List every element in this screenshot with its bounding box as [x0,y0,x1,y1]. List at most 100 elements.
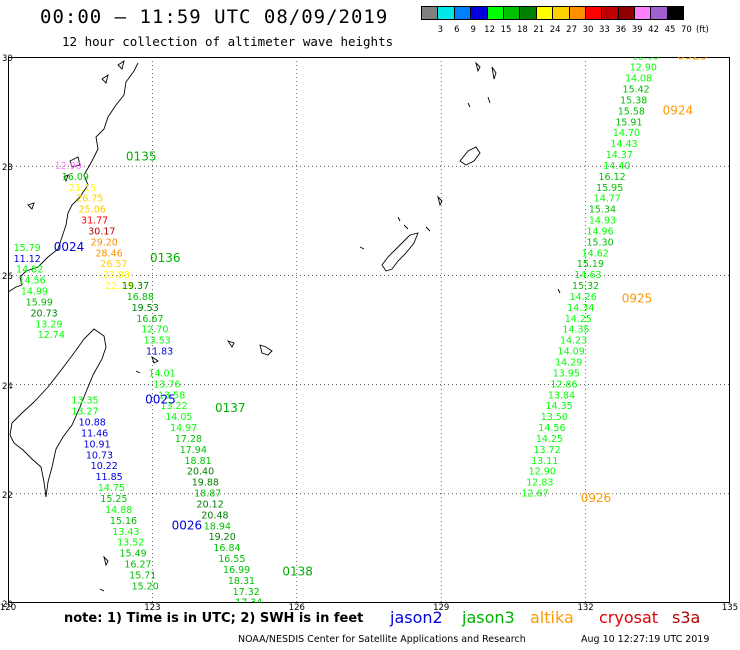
wave-height-value: 10.22 [91,461,118,472]
wave-height-value: 20.48 [201,510,228,521]
altimeter-map: 12.9016.0921.1526.7525.0631.7730.1729.20… [8,57,730,603]
wave-height-value: 19.20 [209,532,236,543]
wave-height-value: 14.23 [560,336,587,347]
wave-height-value: 15.32 [572,281,599,292]
legend-swatches [421,5,727,24]
wave-height-value: 14.35 [562,325,589,336]
legend-swatch [584,6,603,20]
wave-height-value: 14.01 [148,368,175,379]
graticule [8,57,730,603]
wave-height-value: 13.72 [533,445,560,456]
wave-height-value: 15.49 [120,549,147,560]
wave-height-value: 13.84 [548,390,575,401]
wave-height-value: 16.09 [62,172,89,183]
wave-height-value: 14.05 [165,412,192,423]
wave-height-value: 14.08 [625,74,652,85]
wave-height-value: 13.58 [158,390,185,401]
wave-height-value: 12.90 [529,467,556,478]
legend-label: 3 [437,25,444,35]
pass-label: 0135 [126,150,157,164]
pass-label: 0924 [663,103,694,117]
wave-height-value: 15.20 [132,581,159,592]
wave-height-value: 13.43 [112,527,139,538]
credit-text: NOAA/NESDIS Center for Satellite Applica… [238,634,526,645]
wave-height-value: 16.84 [213,543,240,554]
y-tick-label: 26 [2,272,13,283]
wave-height-value: 12.74 [38,330,65,341]
wave-height-value: 14.63 [574,270,601,281]
pass-label: 0026 [172,518,203,532]
wave-height-value: 14.26 [570,292,597,303]
satellite-jason2: jason2 [390,608,443,627]
wave-height-value: 15.71 [129,570,156,581]
wave-height-value: 19.88 [192,478,219,489]
page-subtitle: 12 hour collection of altimeter wave hei… [62,34,394,49]
wave-height-value: 20.12 [197,499,224,510]
x-tick-label: 135 [721,603,739,613]
wave-height-value: 15.25 [100,494,127,505]
wave-height-value: 17.28 [175,434,202,445]
legend-swatch [568,6,586,20]
pass-label: 0137 [215,401,246,415]
wave-height-value: 14.97 [170,423,197,434]
wave-height-value: 10.91 [83,439,110,450]
wave-height-value: 13.53 [144,336,171,347]
y-tick-label: 24 [2,381,13,392]
legend-swatch [601,6,619,20]
legend-label: 21 [533,25,545,35]
wave-height-value: 15.38 [620,95,647,106]
legend-label: 30 [582,25,594,35]
wave-height-value: 11.46 [81,428,108,439]
wave-height-value: 26.75 [76,194,103,205]
legend-swatch [552,6,570,20]
legend-swatch [650,6,668,20]
pass-label: 0925 [622,292,653,306]
legend-label: 15 [500,25,512,35]
wave-height-value: 13.27 [71,407,98,418]
amami-coast [459,146,481,166]
wave-height-value: 17.34 [235,598,262,603]
generated-timestamp: Aug 10 12:27:19 UTC 2019 [581,634,710,645]
wave-height-value: 18.87 [194,489,221,500]
x-tick-label: 123 [144,603,161,613]
x-tick-label: 126 [288,603,305,613]
page-title: 00:00 – 11:59 UTC 08/09/2019 [40,6,389,28]
wave-height-value: 15.99 [26,297,53,308]
legend-swatch [486,6,504,20]
wave-height-value: 14.43 [611,139,638,150]
wave-height-value: 19.53 [132,303,159,314]
wave-height-value: 15.16 [110,516,137,527]
wave-height-value: 15.95 [596,183,623,194]
wave-height-value: 28.46 [95,248,122,259]
wave-height-value: 16.27 [124,560,151,571]
wave-height-tracks: 12.9016.0921.1526.7525.0631.7730.1729.20… [14,57,660,603]
y-tick-label: 30 [2,54,13,64]
wave-height-value: 15.19 [577,259,604,270]
china-islands [27,59,125,210]
legend-label: 70 [680,25,692,35]
wave-height-value: 19.37 [122,281,149,292]
pass-label: 0025 [145,393,176,407]
wave-height-value: 14.37 [606,150,633,161]
wave-height-value: 17.32 [233,587,260,598]
legend-label: 36 [615,25,627,35]
satellite-altika: altika [530,608,574,627]
satellite-jason3: jason3 [462,608,515,627]
pass-label: 0138 [282,565,313,579]
wave-height-value: 29.20 [91,237,118,248]
wave-height-value: 15.91 [615,117,642,128]
wave-height-value: 12.67 [521,489,548,500]
footer-note: note: 1) Time is in UTC; 2) SWH is in fe… [64,611,364,626]
wave-height-value: 31.77 [81,216,108,227]
wave-height-value: 11.12 [14,254,41,265]
legend-label: 33 [598,25,610,35]
wave-height-value: 13.50 [541,412,568,423]
pass-label: 0024 [54,240,85,254]
wave-height-value: 16.88 [127,292,154,303]
wave-height-value: 13.76 [153,379,180,390]
wave-height-value: 16.99 [223,565,250,576]
wave-height-value: 14.93 [589,216,616,227]
wave-height-value: 10.88 [79,418,106,429]
legend-swatch [453,6,472,20]
wave-height-value: 15.58 [618,106,645,117]
